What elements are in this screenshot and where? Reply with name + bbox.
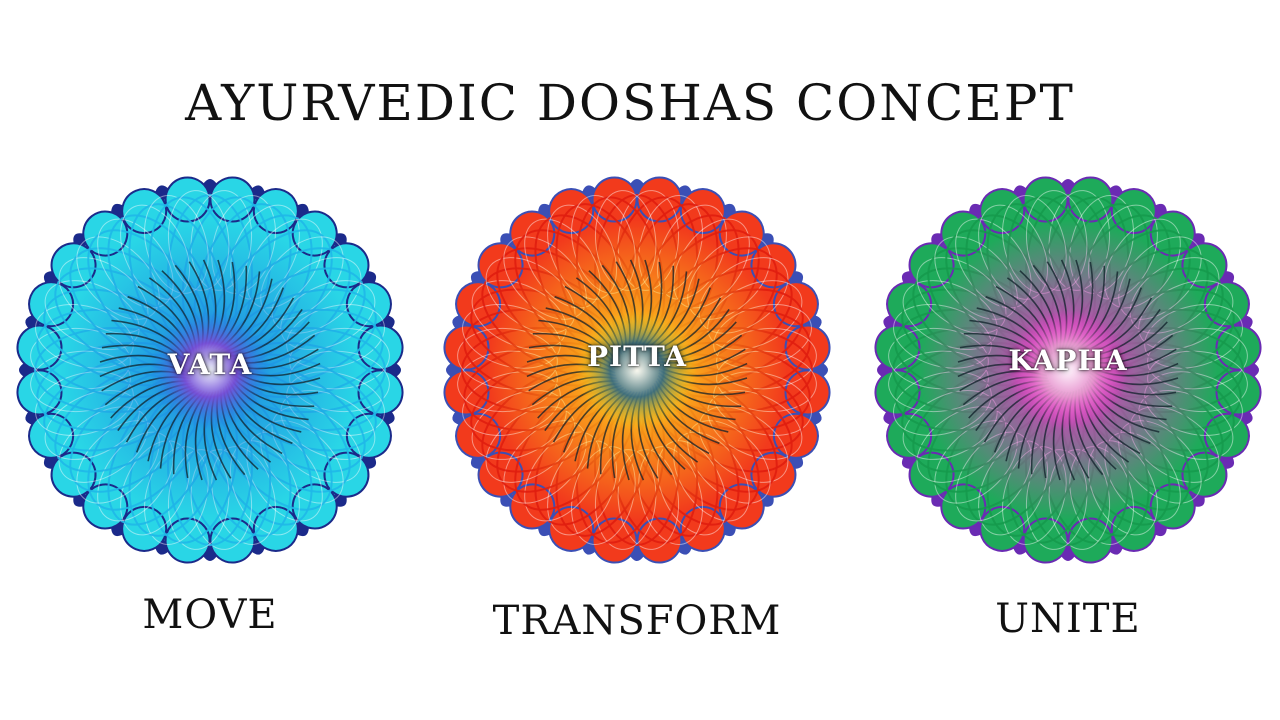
pitta-mandala: PITTA	[427, 160, 847, 580]
mandala-pattern	[16, 176, 404, 564]
kapha-mandala-graphic	[874, 176, 1262, 564]
vata-mandala: VATA	[0, 160, 420, 580]
vata-label: VATA	[167, 348, 253, 381]
pitta-mandala-graphic	[443, 176, 831, 564]
mandala-pattern	[874, 176, 1262, 564]
pitta-caption: TRANSFORM	[492, 598, 782, 644]
kapha-label: KAPHA	[1008, 344, 1128, 377]
vata-caption: MOVE	[142, 592, 278, 638]
kapha-mandala: KAPHA	[858, 160, 1278, 580]
kapha-caption: UNITE	[995, 596, 1141, 642]
pitta-label: PITTA	[586, 340, 688, 373]
page-title: AYURVEDIC DOSHAS CONCEPT	[185, 74, 1075, 132]
vata-mandala-graphic	[16, 176, 404, 564]
mandala-pattern	[443, 176, 831, 564]
